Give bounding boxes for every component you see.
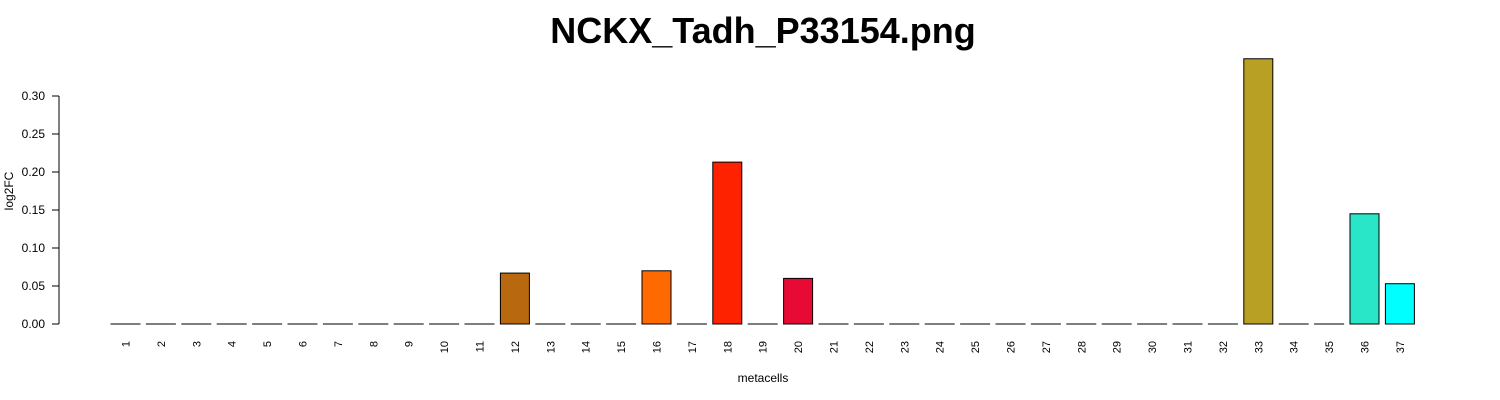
x-axis-ticks: 1 2 3 4 5 6 7 8 9 10 11 12 13 14 15 16 17 18 19 20 21 22 23 24 2… [121,341,1407,353]
chart-title: NCKX_Tadh_P33154.png [550,10,975,51]
y-tick-label: 0.20 [22,165,46,179]
x-tick-label: 5 [262,341,274,347]
x-tick-label: 23 [899,341,911,353]
x-tick-label: 9 [404,341,416,347]
x-tick-label: 29 [1112,341,1124,353]
x-tick-label: 20 [793,341,805,353]
x-tick-label: 27 [1041,341,1053,353]
x-axis-label: metacells [738,371,789,385]
x-tick-label: 26 [1006,341,1018,353]
x-tick-label: 8 [368,341,380,347]
x-tick-label: 25 [970,341,982,353]
x-tick-label: 24 [935,341,947,353]
x-tick-label: 19 [758,341,770,353]
x-tick-label: 3 [191,341,203,347]
x-tick-label: 4 [227,341,239,347]
x-tick-label: 2 [156,341,168,347]
x-tick-label: 35 [1324,341,1336,353]
bar-33 [1243,58,1274,325]
x-tick-label: 22 [864,341,876,353]
x-tick-label: 32 [1218,341,1230,353]
y-tick-label: 0.25 [22,127,46,141]
x-tick-label: 34 [1289,341,1301,353]
y-tick-label: 0.05 [22,279,46,293]
x-tick-label: 13 [545,341,557,353]
bar-37 [1384,283,1415,325]
x-tick-label: 14 [581,341,593,353]
x-tick-label: 31 [1183,341,1195,353]
x-tick-label: 15 [616,341,628,353]
bar-20 [783,277,814,325]
x-tick-label: 18 [722,341,734,353]
x-tick-label: 12 [510,341,522,353]
x-tick-label: 7 [333,341,345,347]
x-tick-label: 11 [475,341,487,352]
x-tick-label: 16 [652,341,664,353]
bar-18 [712,161,743,325]
y-tick-label: 0.30 [22,89,46,103]
bar-16 [641,270,672,325]
x-tick-label: 17 [687,341,699,353]
x-tick-label: 30 [1147,341,1159,353]
x-tick-label: 10 [439,341,451,353]
x-tick-label: 33 [1253,341,1265,353]
x-tick-label: 37 [1395,341,1407,353]
x-tick-label: 28 [1076,341,1088,353]
y-axis: 0.00 0.05 0.10 0.15 0.20 0.25 0.30 [22,89,60,331]
bar-36 [1349,213,1380,325]
bar-12 [499,272,530,325]
x-tick-label: 6 [298,341,310,347]
y-tick-label: 0.15 [22,203,46,217]
x-tick-label: 1 [121,341,133,347]
y-tick-label: 0.10 [22,241,46,255]
bars-group [110,58,1415,325]
y-axis-label: log2FC [2,171,16,210]
y-tick-label: 0.00 [22,317,46,331]
x-tick-label: 36 [1360,341,1372,353]
x-tick-label: 21 [829,341,841,353]
